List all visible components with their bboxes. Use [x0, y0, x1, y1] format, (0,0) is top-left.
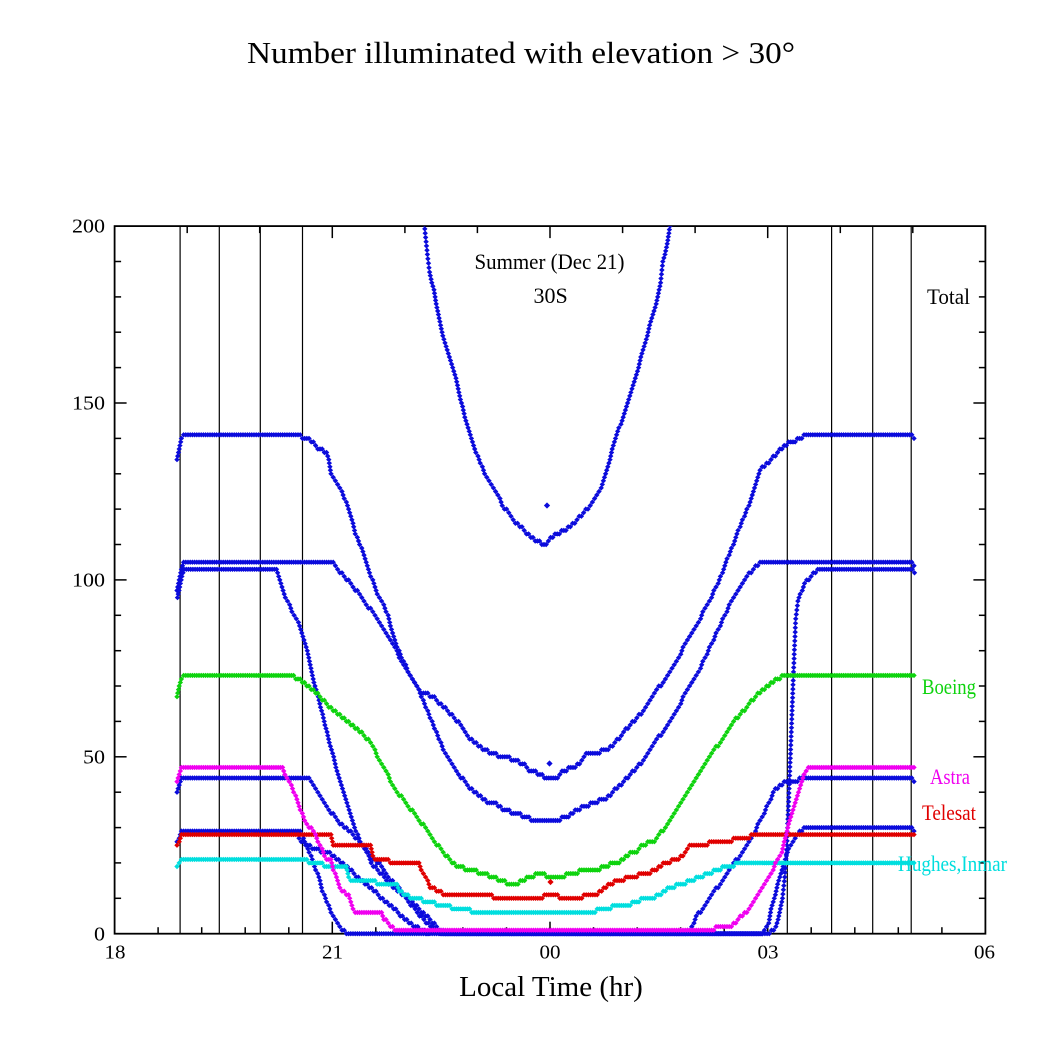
- svg-text:Boeing: Boeing: [922, 674, 976, 699]
- svg-text:Summer (Dec 21): Summer (Dec 21): [475, 249, 625, 274]
- svg-text:50: 50: [83, 746, 105, 768]
- svg-text:0: 0: [94, 923, 105, 945]
- svg-text:100: 100: [72, 570, 105, 592]
- svg-text:150: 150: [72, 393, 105, 415]
- svg-text:18: 18: [105, 942, 126, 964]
- svg-text:Telesat: Telesat: [922, 800, 976, 825]
- svg-text:Astra: Astra: [930, 764, 970, 789]
- svg-text:Total: Total: [927, 284, 970, 309]
- svg-text:Number illuminated with elevat: Number illuminated with elevation > 30°: [247, 35, 795, 70]
- svg-text:00: 00: [540, 942, 561, 964]
- svg-text:200: 200: [72, 216, 105, 238]
- svg-text:30S: 30S: [533, 283, 567, 308]
- svg-text:06: 06: [974, 942, 995, 964]
- svg-text:03: 03: [758, 942, 779, 964]
- svg-text:Hughes,Inmar: Hughes,Inmar: [898, 851, 1008, 876]
- svg-text:Local Time (hr): Local Time (hr): [459, 971, 643, 1003]
- svg-text:21: 21: [322, 942, 343, 964]
